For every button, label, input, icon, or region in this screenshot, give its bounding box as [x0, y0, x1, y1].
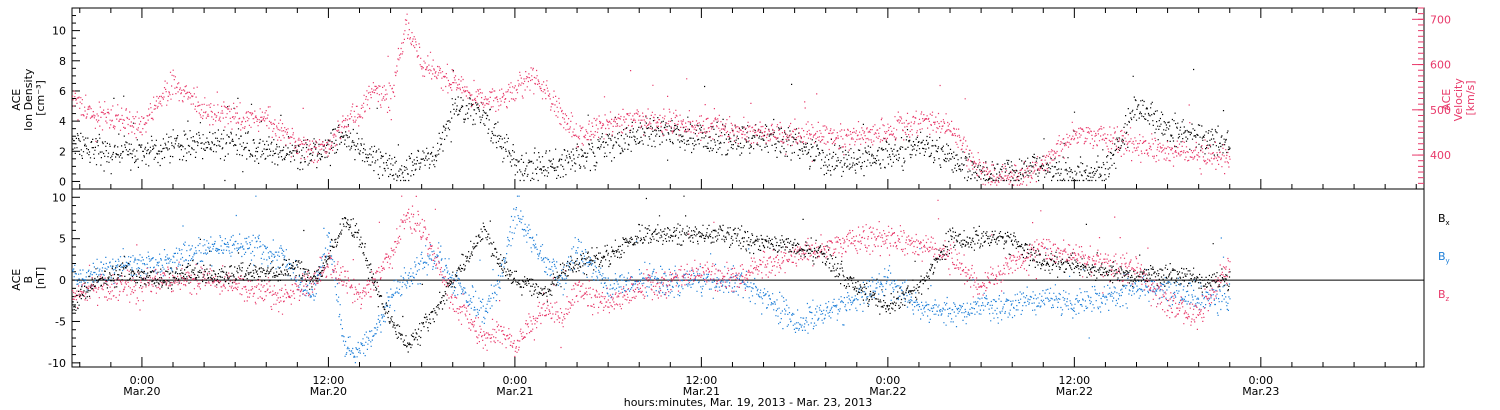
date-tick-label: Mar.21	[683, 385, 720, 398]
velocity-axis-ticks: 400 500 600 700	[1412, 7, 1451, 190]
time-tick-label: 12:00	[313, 374, 345, 387]
b-tick-label: -5	[55, 315, 66, 328]
velocity-tick-label: 500	[1430, 104, 1451, 117]
date-tick-label: Mar.22	[869, 385, 906, 398]
time-tick-label: 0:00	[1248, 374, 1273, 387]
date-tick-label: Mar.20	[123, 385, 160, 398]
date-tick-label: Mar.22	[1056, 385, 1093, 398]
legend-entry-x: Bx	[1438, 212, 1450, 227]
density-tick-label: 0	[59, 175, 66, 188]
magnetic-field-panel: -10 -5 0 5 10 ACE B [nT] Bx By Bz	[10, 188, 1450, 370]
legend-subscript: z	[1446, 295, 1450, 303]
time-axis-label: hours:minutes, Mar. 19, 2013 - Mar. 23, …	[624, 396, 873, 409]
density-tick-label: 8	[59, 55, 66, 68]
bottom-panel-frame	[71, 188, 1425, 368]
density-tick-label: 2	[59, 145, 66, 158]
top-panel-frame	[71, 7, 1425, 190]
by-points	[72, 195, 1231, 364]
b-axis-label: ACE B [nT]	[10, 265, 47, 290]
b-tick-label: 5	[59, 233, 66, 246]
time-tick-label: 0:00	[876, 374, 901, 387]
velocity-tick-label: 600	[1430, 59, 1451, 72]
b-axis-ticks: -10 -5 0 5 10	[48, 191, 80, 370]
legend-subscript: y	[1446, 257, 1450, 265]
bx-points	[72, 195, 1231, 353]
time-tick-label: 0:00	[503, 374, 528, 387]
density-tick-label: 4	[59, 115, 66, 128]
velocity-tick-label: 700	[1430, 13, 1451, 26]
density-tick-label: 6	[59, 85, 66, 98]
date-tick-label: Mar.20	[310, 385, 347, 398]
density-tick-label: 10	[52, 25, 66, 38]
time-axis: 0:00Mar.2012:00Mar.200:00Mar.2112:00Mar.…	[79, 8, 1417, 398]
time-tick-label: 12:00	[686, 374, 718, 387]
b-tick-label: -10	[48, 357, 66, 370]
velocity-axis-label: ACE Velocity [km/s]	[1440, 75, 1477, 122]
magnetic-field-points	[72, 195, 1231, 364]
b-tick-label: 10	[52, 191, 66, 204]
time-tick-label: 0:00	[130, 374, 155, 387]
legend-entry-y: By	[1438, 250, 1450, 265]
velocity-tick-label: 400	[1430, 149, 1451, 162]
legend-subscript: x	[1446, 219, 1450, 227]
density-velocity-panel: 0 2 4 6 8 10 400 500 600 700 ACE Ion Density [cm…	[10, 7, 1477, 190]
density-velocity-points	[72, 13, 1231, 186]
legend-entry-z: Bz	[1438, 288, 1450, 303]
legend: Bx By Bz	[1438, 212, 1450, 303]
time-tick-label: 12:00	[1058, 374, 1090, 387]
velocity-points	[72, 13, 1231, 186]
date-tick-label: Mar.23	[1242, 385, 1279, 398]
density-axis-label: ACE Ion Density [cm⁻³]	[10, 65, 47, 131]
density-axis-ticks: 0 2 4 6 8 10	[52, 7, 80, 190]
bz-points	[72, 195, 1231, 358]
date-tick-label: Mar.21	[496, 385, 533, 398]
b-tick-label: 0	[59, 274, 66, 287]
density-points	[72, 68, 1231, 182]
